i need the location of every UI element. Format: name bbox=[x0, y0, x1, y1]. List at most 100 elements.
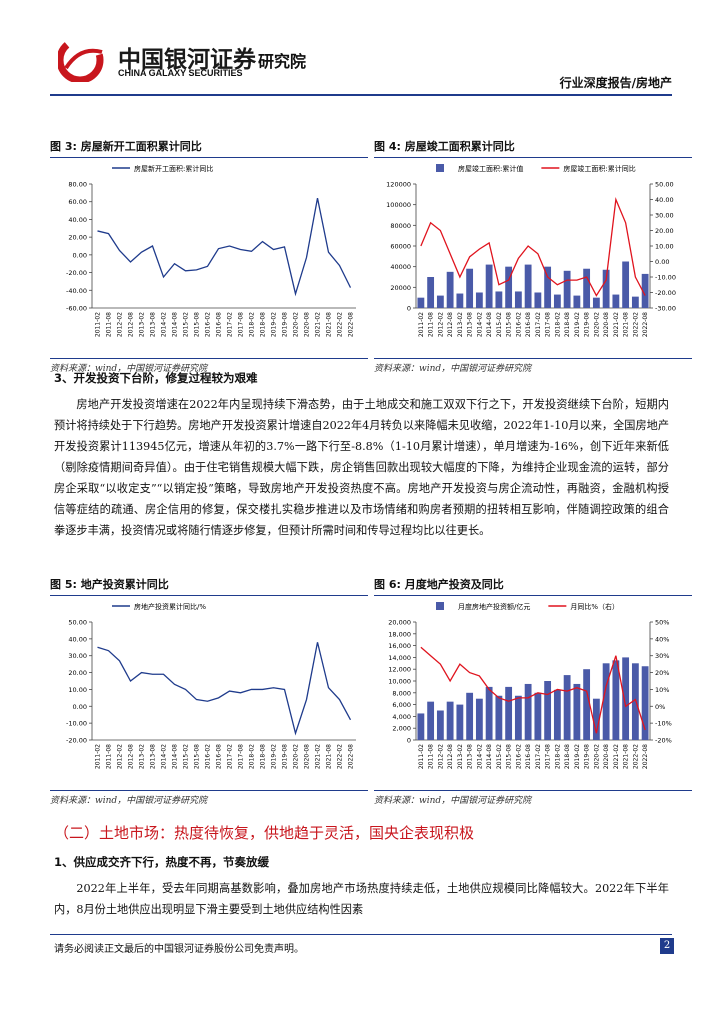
x-tick-label: 2012-02 bbox=[437, 312, 444, 337]
y-tick-label: 20,000 bbox=[388, 619, 411, 627]
legend-label: 房屋竣工面积:累计值 bbox=[458, 164, 523, 173]
figure-source: 资料来源：wind，中国银河证券研究院 bbox=[50, 790, 368, 806]
bar bbox=[446, 701, 454, 740]
page-number: 2 bbox=[660, 938, 674, 954]
bar bbox=[417, 297, 425, 308]
bar bbox=[514, 291, 522, 308]
x-tick-label: 2014-02 bbox=[161, 744, 168, 769]
figure-title: 图 5: 地产投资累计同比 bbox=[50, 576, 368, 596]
x-tick-label: 2013-02 bbox=[457, 312, 464, 337]
x-tick-label: 2019-02 bbox=[271, 744, 278, 769]
x-tick-label: 2016-08 bbox=[525, 312, 532, 337]
y2-tick-label: -20% bbox=[655, 737, 672, 745]
x-tick-label: 2022-02 bbox=[632, 744, 639, 769]
figure-source: 资料来源：wind，中国银河证券研究院 bbox=[374, 358, 692, 374]
legend-label: 月同比%（右） bbox=[570, 602, 619, 611]
x-tick-label: 2021-08 bbox=[623, 744, 630, 769]
x-tick-label: 2017-02 bbox=[227, 312, 234, 337]
x-tick-label: 2019-08 bbox=[282, 744, 289, 769]
legend-label: 房地产投资累计同比/% bbox=[134, 602, 206, 611]
bar bbox=[641, 666, 649, 740]
x-tick-label: 2012-08 bbox=[128, 744, 135, 769]
paragraph: 房地产开发投资增速在2022年内呈现持续下滑态势，由于土地成交和施工双双下行之下… bbox=[54, 398, 670, 537]
bar bbox=[553, 689, 561, 740]
series-line bbox=[97, 198, 352, 297]
y2-tick-label: 50.00 bbox=[655, 181, 674, 189]
x-tick-label: 2014-08 bbox=[172, 312, 179, 337]
figure: 图 5: 地产投资累计同比 房地产投资累计同比/% -20.00 -10.00 0.0… bbox=[50, 576, 368, 806]
x-tick-label: 2017-08 bbox=[238, 744, 245, 769]
y-tick-label: 16,000 bbox=[388, 642, 411, 650]
y-tick-label: 60.00 bbox=[68, 198, 87, 206]
x-tick-label: 2011-02 bbox=[95, 312, 102, 337]
y2-tick-label: -20.00 bbox=[655, 289, 676, 297]
series-line bbox=[97, 642, 352, 736]
y-tick-label: 0 bbox=[407, 737, 411, 745]
y-tick-label: 30.00 bbox=[68, 652, 87, 660]
bar bbox=[466, 268, 474, 308]
x-tick-label: 2016-02 bbox=[205, 744, 212, 769]
y-tick-label: 0.00 bbox=[73, 251, 87, 259]
report-type: 行业深度报告/房地产 bbox=[559, 76, 672, 90]
x-tick-label: 2015-08 bbox=[506, 744, 513, 769]
x-tick-label: 2011-02 bbox=[418, 744, 425, 769]
logo-swoosh bbox=[64, 48, 103, 70]
logo bbox=[58, 38, 104, 82]
y2-tick-label: 0% bbox=[655, 703, 665, 711]
bar bbox=[622, 657, 630, 740]
x-tick-label: 2011-02 bbox=[95, 744, 102, 769]
y-tick-label: 20.00 bbox=[68, 234, 87, 242]
chart: 房屋新开工面积:累计同比 -60.00 -40.00 -20.00 0.00 20.00 4… bbox=[66, 164, 356, 337]
y-tick-label: -10.00 bbox=[66, 720, 87, 728]
x-tick-label: 2015-02 bbox=[183, 744, 190, 769]
bar bbox=[495, 291, 503, 308]
bar bbox=[514, 695, 522, 740]
x-tick-label: 2015-02 bbox=[496, 744, 503, 769]
chart: 房屋竣工面积:累计值 房屋竣工面积:累计同比 0 20000 40000 60000 800… bbox=[386, 164, 676, 337]
bar bbox=[436, 295, 444, 308]
x-tick-label: 2021-08 bbox=[326, 312, 333, 337]
y-tick-label: 40000 bbox=[390, 263, 411, 271]
y-tick-label: 8,000 bbox=[392, 689, 411, 697]
x-tick-label: 2022-08 bbox=[348, 744, 355, 769]
bar bbox=[583, 669, 591, 740]
x-tick-label: 2012-02 bbox=[117, 744, 124, 769]
x-tick-label: 2017-02 bbox=[535, 744, 542, 769]
x-tick-label: 2013-08 bbox=[150, 312, 157, 337]
section-heading: （二）土地市场：热度待恢复，供地趋于灵活，国央企表现积极 bbox=[54, 824, 475, 842]
x-tick-label: 2018-02 bbox=[249, 312, 256, 337]
y-tick-label: -60.00 bbox=[66, 305, 87, 313]
bar bbox=[505, 266, 513, 308]
x-tick-label: 2014-08 bbox=[172, 744, 179, 769]
x-tick-label: 2019-08 bbox=[584, 744, 591, 769]
x-tick-label: 2012-08 bbox=[447, 312, 454, 337]
bar bbox=[475, 292, 483, 308]
y-tick-label: 60000 bbox=[390, 243, 411, 251]
x-tick-label: 2013-02 bbox=[457, 744, 464, 769]
bar bbox=[641, 273, 649, 308]
x-tick-label: 2015-02 bbox=[496, 312, 503, 337]
y-tick-label: 4,000 bbox=[392, 713, 411, 721]
y-tick-label: 80.00 bbox=[68, 181, 87, 189]
x-tick-label: 2022-08 bbox=[348, 312, 355, 337]
x-tick-label: 2012-02 bbox=[437, 744, 444, 769]
header-rule bbox=[50, 94, 672, 96]
bar bbox=[524, 264, 532, 308]
y2-tick-label: 40.00 bbox=[655, 196, 674, 204]
legend-label: 房屋新开工面积:累计同比 bbox=[134, 164, 213, 173]
y2-tick-label: -10% bbox=[655, 720, 672, 728]
y-tick-label: 0.00 bbox=[73, 703, 87, 711]
y-tick-label: 12,000 bbox=[388, 666, 411, 674]
bar bbox=[505, 686, 513, 740]
bar bbox=[485, 686, 493, 740]
y-tick-label: 100000 bbox=[386, 201, 411, 209]
x-tick-label: 2016-02 bbox=[515, 744, 522, 769]
y2-tick-label: 20.00 bbox=[655, 227, 674, 235]
bar bbox=[573, 295, 581, 308]
y2-tick-label: -30.00 bbox=[655, 305, 676, 313]
y-tick-label: 18,000 bbox=[388, 630, 411, 638]
x-tick-label: 2016-02 bbox=[515, 312, 522, 337]
bar bbox=[534, 692, 542, 740]
bar bbox=[475, 698, 483, 740]
y2-tick-label: 30% bbox=[655, 652, 669, 660]
